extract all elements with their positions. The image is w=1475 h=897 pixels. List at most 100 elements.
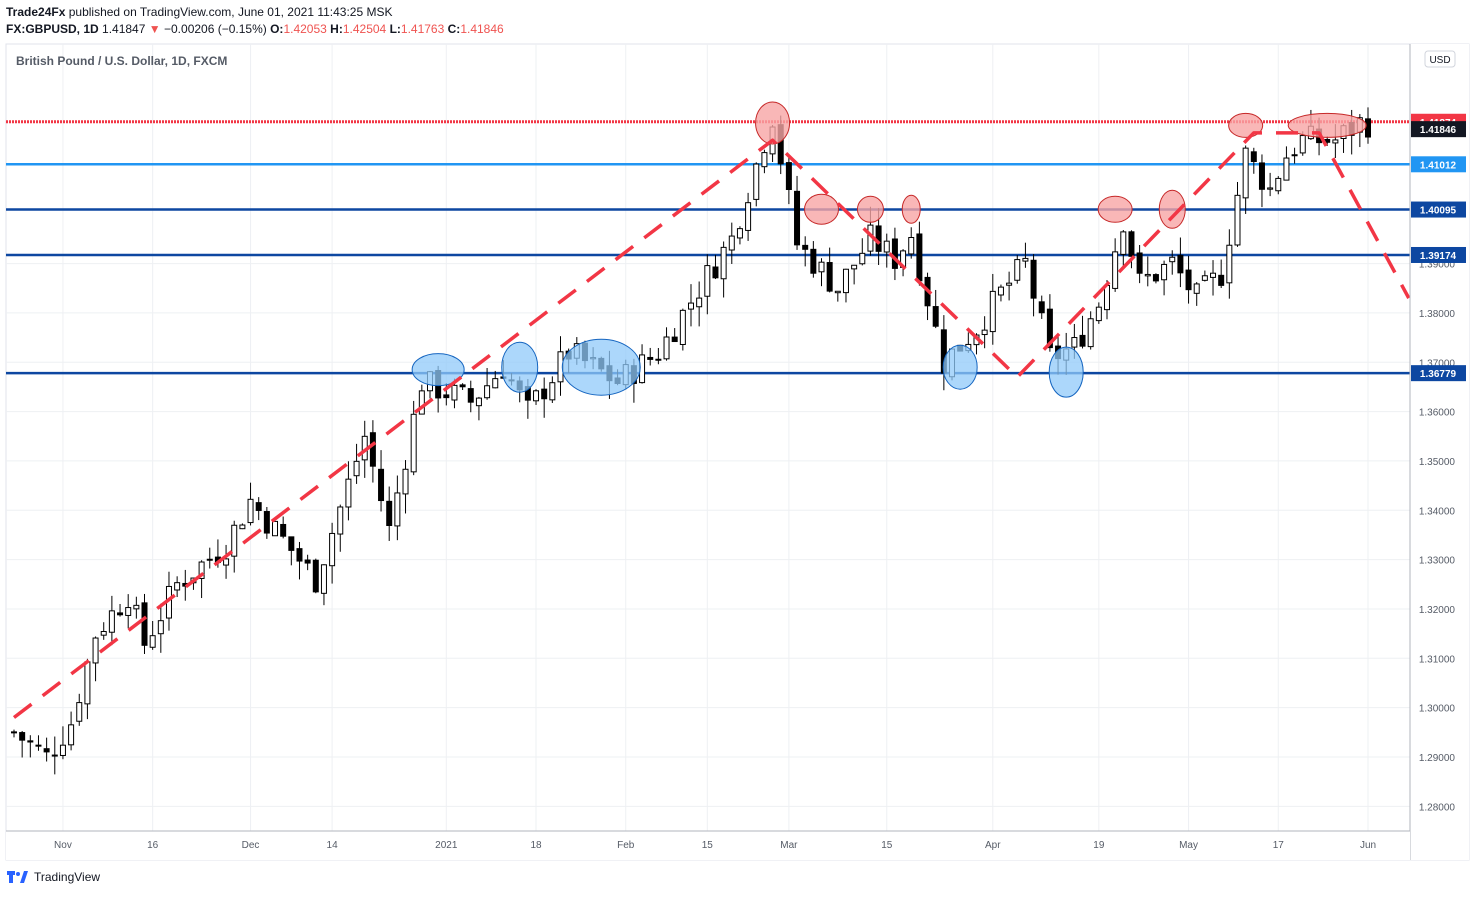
price-label: 1.39174 [1420,251,1457,262]
blue-highlight-bubble [501,341,539,393]
candle-body [696,297,703,308]
time-tick-label: 16 [147,840,159,851]
close-value: 1.41846 [460,22,504,36]
candle-body [157,620,164,635]
red-highlight-bubble [804,193,840,225]
candle-body [1014,259,1021,281]
open-label: O: [270,22,284,36]
time-axis[interactable] [6,831,1410,860]
candle-body [1185,269,1192,291]
candle-body [1193,283,1200,294]
candle-body [394,492,401,527]
candle-body [19,732,26,741]
candle-body [1332,139,1339,144]
candle-body [1006,282,1013,286]
tradingview-logo-icon[interactable] [6,870,28,884]
candle-body [451,384,458,401]
price-label-bg [1411,121,1466,138]
published-text: published on TradingView.com, June 01, 2… [68,5,393,19]
candle-body [231,524,238,557]
price-label-bg [1411,246,1466,263]
candle-body [418,390,425,415]
candle-body [1095,306,1102,322]
currency-button[interactable] [1424,50,1456,68]
candle-body [818,261,825,273]
candle-body [255,502,262,511]
candle-body [549,382,556,401]
price-tick-label: 1.31000 [1419,654,1456,665]
candle-body [337,506,344,535]
time-tick-label: 18 [530,840,542,851]
price-tick-label: 1.37000 [1419,358,1456,369]
price-label: 1.36779 [1420,369,1457,380]
chart-title: British Pound / U.S. Dollar, 1D, FXCM [16,54,227,68]
candle-body [1365,118,1371,138]
time-tick-label: Jun [1360,840,1376,851]
price-tick-label: 1.28000 [1419,802,1456,813]
candle-body [1152,274,1159,282]
candle-body [345,478,352,508]
trend-zigzag [12,131,1411,719]
candle-body [1022,257,1029,262]
candle-body [108,610,115,633]
time-tick-label: Feb [617,840,635,851]
candle-body [84,661,91,705]
candle-body [117,612,124,616]
candle-body [378,468,385,502]
candle-body [459,384,466,388]
price-label-bg [1411,156,1466,173]
price-axis[interactable] [1410,44,1469,860]
symbol-label: FX:GBPUSD, 1D [6,22,99,36]
candle-body [1258,162,1265,190]
candle-body [174,582,181,591]
red-highlight-bubble [901,194,921,224]
candle-body [141,602,148,646]
blue-highlight-bubble [411,353,465,387]
candle-body [1283,157,1290,181]
candle-body [206,558,213,561]
time-tick-label: Apr [985,840,1001,851]
publisher-name[interactable]: Trade24Fx [6,5,66,19]
candle-body [280,523,287,537]
candle-body [329,532,336,567]
blue-highlight-bubble [1048,346,1084,398]
candle-body [68,724,75,746]
close-label: C: [447,22,461,36]
candle-body [272,520,279,537]
time-tick-label: 2021 [435,840,458,851]
open-value: 1.42053 [283,22,327,36]
candle-body [1038,301,1045,314]
price-labels: 1.418741.418461.410121.400951.391741.367… [1411,113,1466,382]
blue-highlight-bubble [942,344,978,390]
candle-body [794,190,801,246]
price-label: 1.41846 [1420,125,1457,136]
candle-body [533,390,540,402]
candle-body [304,559,311,564]
candle-body [100,631,107,636]
candle-body [989,290,996,333]
price-tick-label: 1.38000 [1419,309,1456,320]
candle-body [133,604,140,610]
low-value: 1.41763 [400,22,445,36]
price-tick-label: 1.39000 [1419,260,1456,271]
candle-body [35,744,42,747]
candle-body [1071,337,1078,348]
candle-body [467,388,474,403]
candle-body [149,635,156,648]
candle-body [43,748,50,753]
time-tick-label: Dec [242,840,260,851]
down-arrow-icon: ▼ [148,22,161,36]
price-label-bg [1411,365,1466,382]
candle-body [761,152,768,168]
candle-body [908,237,915,255]
candle-body [369,432,376,467]
candle-body [27,740,34,743]
candle-body [720,246,727,280]
candle-body [1177,254,1184,274]
footer-brand[interactable]: TradingView [34,870,101,884]
high-value: 1.42504 [342,22,387,36]
red-highlight-bubble [1097,195,1133,223]
time-tick-label: May [1179,840,1198,851]
candle-body [826,262,833,292]
